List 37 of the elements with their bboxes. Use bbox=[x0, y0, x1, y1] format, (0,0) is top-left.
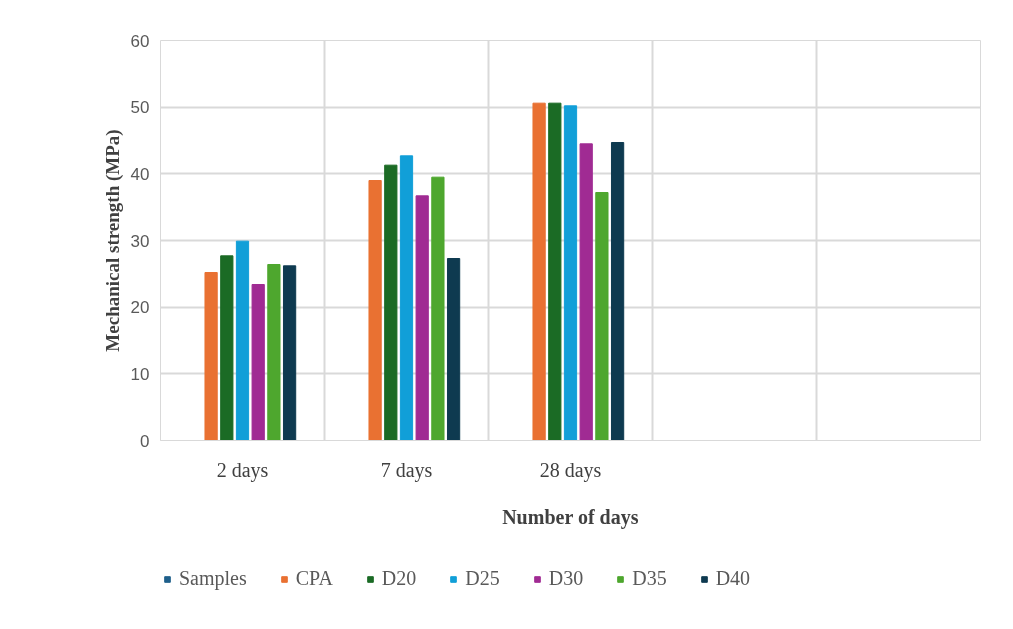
y-tick-label: 10 bbox=[130, 364, 150, 384]
bar bbox=[251, 284, 265, 441]
bar bbox=[204, 272, 218, 441]
legend-label: D25 bbox=[465, 567, 500, 590]
legend-label: D35 bbox=[632, 567, 667, 590]
x-tick-label: 28 days bbox=[539, 458, 602, 482]
bar bbox=[563, 105, 578, 441]
y-axis-title: Mechanical strength (MPa) bbox=[101, 129, 124, 352]
legend-label: Samples bbox=[179, 567, 247, 590]
legend-label: D20 bbox=[381, 567, 417, 590]
bar bbox=[235, 240, 250, 441]
y-tick-label: 30 bbox=[130, 231, 150, 251]
bar bbox=[446, 258, 461, 441]
y-tick-label: 0 bbox=[140, 431, 150, 451]
y-tick-label: 60 bbox=[130, 31, 150, 51]
bar bbox=[282, 265, 297, 441]
bar bbox=[579, 143, 593, 441]
bar bbox=[415, 195, 429, 441]
y-tick-label: 40 bbox=[130, 164, 150, 184]
bar bbox=[595, 192, 609, 441]
x-tick-label: 7 days bbox=[380, 458, 433, 482]
bar bbox=[267, 264, 281, 441]
x-tick-label: 2 days bbox=[216, 458, 269, 482]
legend-label: CPA bbox=[295, 567, 333, 590]
bar bbox=[384, 164, 398, 441]
bar bbox=[399, 155, 414, 441]
legend-label: D30 bbox=[548, 567, 584, 590]
x-axis-title: Number of days bbox=[502, 505, 639, 529]
bar bbox=[532, 102, 546, 441]
y-tick-label: 20 bbox=[130, 298, 150, 318]
y-tick-label: 50 bbox=[130, 98, 150, 118]
bar bbox=[610, 142, 625, 441]
legend-label: D40 bbox=[715, 567, 751, 590]
bar bbox=[220, 255, 234, 441]
bar bbox=[431, 176, 445, 441]
bar bbox=[368, 180, 382, 441]
bar bbox=[548, 102, 562, 441]
